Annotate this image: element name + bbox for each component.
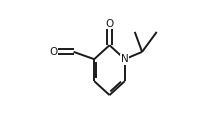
Text: O: O (105, 19, 114, 29)
Text: N: N (121, 54, 129, 64)
Text: O: O (49, 47, 58, 57)
